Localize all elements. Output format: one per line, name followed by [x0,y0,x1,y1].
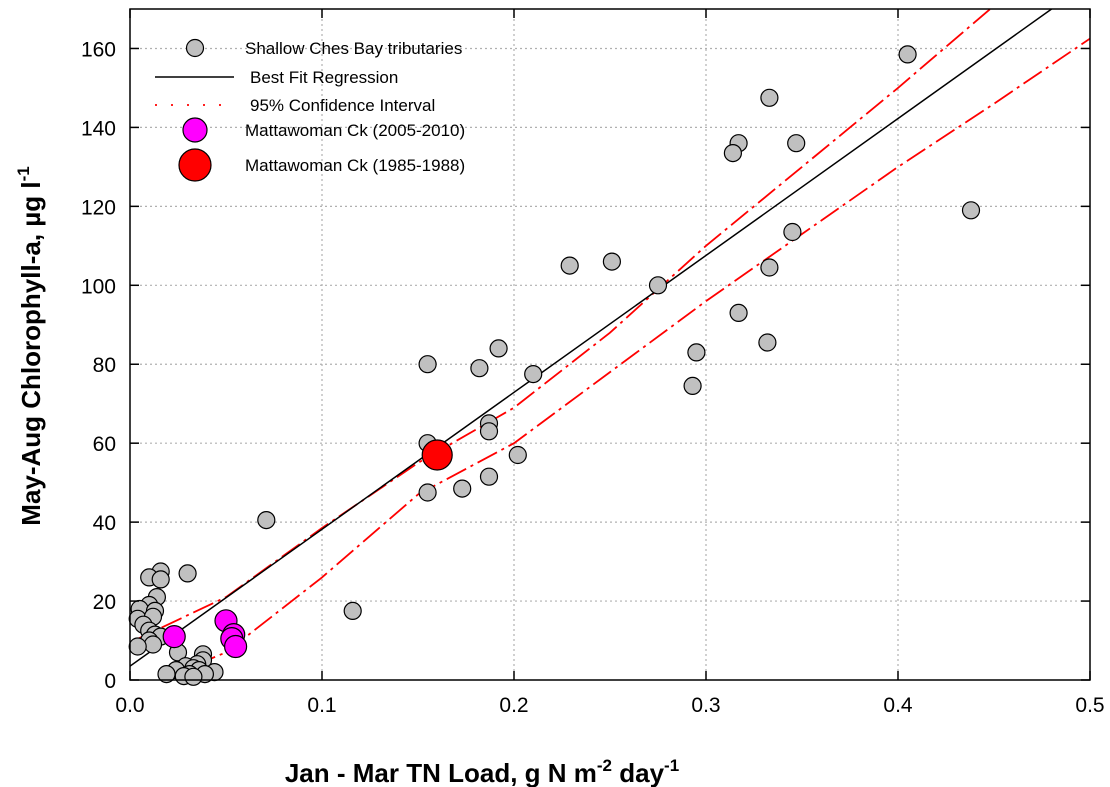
tributary-point [683,376,702,395]
tributary-point [257,510,276,530]
y-axis-title-main: May-Aug Chlorophyll-a, µg l [16,181,46,525]
y-tick-label: 140 [81,117,116,140]
legend-symbol-red-circle [178,148,212,182]
x-tick-label: 0.3 [691,694,720,717]
legend-label: Best Fit Regression [250,68,398,87]
tributary-point [418,355,437,374]
legend-label: 95% Confidence Interval [250,96,435,115]
y-tick-label: 20 [93,591,116,614]
x-axis-title: Jan - Mar TN Load, g N m-2 day-1 [285,756,679,787]
tributary-point [687,343,706,362]
tributary-point [479,422,499,441]
y-tick-label: 160 [81,38,116,61]
tributary-point [128,637,147,656]
axis-ticks: 0.0 0.1 0.2 0.3 0.4 0.5 0 20 40 60 80 100 120 140 160 [81,9,1105,717]
tributary-point [560,256,579,275]
tributary-point [760,88,779,107]
tributary-point [184,667,203,686]
tributary-point [898,45,917,64]
tributary-point [961,201,981,220]
x-axis-title-main: Jan - Mar TN Load, g N m [285,758,597,787]
legend-label: Shallow Ches Bay tributaries [245,39,462,58]
x-tick-label: 0.4 [883,694,913,717]
ci-upper-line [130,9,991,644]
y-axis-title: May-Aug Chlorophyll-a, µg l-1 [14,166,46,525]
tributary-point [648,276,668,295]
tributary-point [178,564,197,583]
tributary-point [787,134,806,153]
plot-frame [129,8,1091,681]
regression-line [130,9,1053,667]
tributary-point [783,222,802,242]
confidence-interval-lines [130,9,1090,680]
legend-symbol-gray-circle [185,38,205,58]
tributary-point [453,479,472,498]
mattawoman-1985-1988-point [421,439,453,471]
tributary-point [143,635,163,654]
tributary-point [343,601,362,621]
legend: Shallow Ches Bay tributaries Best Fit Reg… [155,38,465,182]
grid [130,9,1090,680]
tributary-point [758,333,777,352]
y-axis-title-sup: -1 [14,166,33,181]
tributary-point [479,467,499,486]
x-tick-label: 0.1 [307,694,336,717]
ci-lower-line [156,37,1090,680]
tributary-point [418,483,437,502]
y-tick-label: 100 [81,275,116,298]
legend-label: Mattawoman Ck (2005-2010) [245,121,465,140]
tributary-point [489,339,508,358]
tributary-point [602,252,622,271]
x-tick-label: 0.0 [115,694,144,717]
legend-label: Mattawoman Ck (1985-1988) [245,156,465,175]
x-axis-title-mid: day [612,758,665,787]
tributary-point [524,365,543,384]
y-tick-label: 0 [104,670,116,693]
x-tick-label: 0.5 [1075,694,1104,717]
y-tick-label: 80 [93,354,116,377]
x-tick-label: 0.2 [499,694,528,717]
tributary-point [151,570,170,589]
data-points [128,45,981,686]
tributary-point [729,303,748,322]
x-axis-title-sup1: -2 [597,756,612,775]
tributary-point [723,144,743,163]
x-axis-title-sup2: -1 [664,756,679,775]
regression-line-group [130,9,1053,667]
legend-symbol-magenta-circle [182,117,208,143]
tributary-point [470,359,489,378]
mattawoman-2005-2010-point [224,634,248,659]
tributary-point [508,445,527,465]
tributary-point [760,258,779,277]
mattawoman-2005-2010-point [162,624,186,649]
y-tick-label: 120 [81,196,116,219]
y-tick-label: 40 [93,512,116,535]
y-tick-label: 60 [93,433,116,456]
